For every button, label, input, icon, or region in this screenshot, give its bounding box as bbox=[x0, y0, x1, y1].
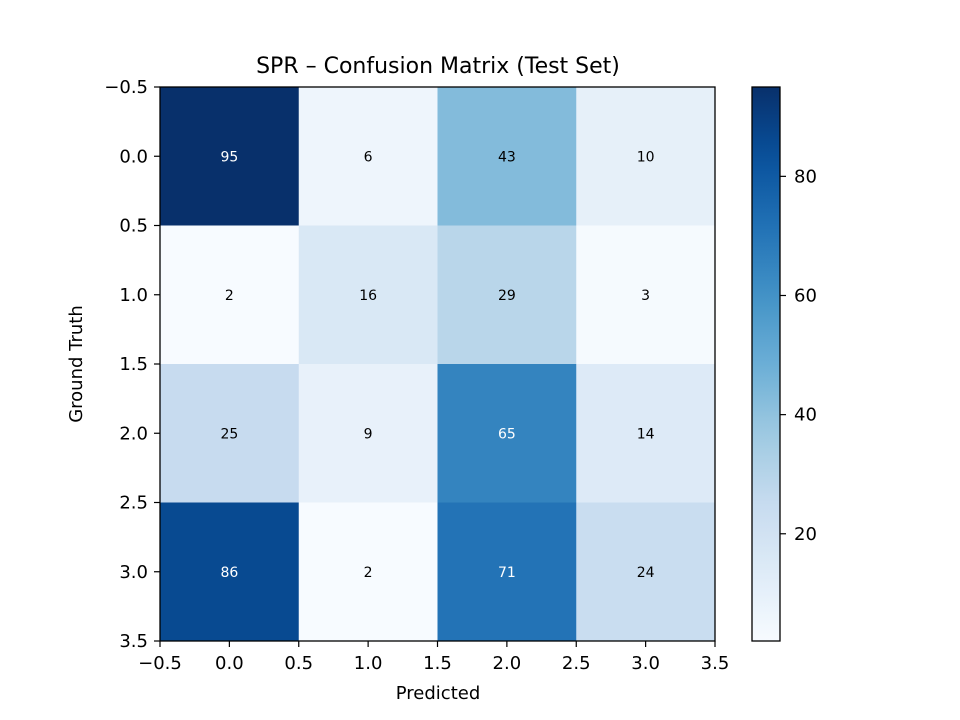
cell-value-label: 86 bbox=[220, 565, 238, 581]
cell-value-label: 65 bbox=[498, 426, 516, 442]
cell-value-label: 14 bbox=[637, 426, 655, 442]
y-tick-label: 1.0 bbox=[119, 285, 148, 306]
x-tick-label: 1.0 bbox=[354, 653, 383, 674]
cell-value-label: 2 bbox=[364, 565, 373, 581]
x-tick-label: 3.0 bbox=[631, 653, 660, 674]
x-tick-label: −0.5 bbox=[138, 653, 182, 674]
y-tick-label: −0.5 bbox=[104, 77, 148, 98]
cell-value-label: 2 bbox=[225, 288, 234, 304]
y-tick-label: 3.0 bbox=[119, 562, 148, 583]
x-tick-label: 0.5 bbox=[284, 653, 313, 674]
heatmap-cell bbox=[576, 502, 716, 642]
cell-value-label: 16 bbox=[359, 288, 377, 304]
x-axis-label: Predicted bbox=[396, 683, 481, 704]
cell-value-label: 3 bbox=[641, 288, 650, 304]
heatmap-cell bbox=[576, 87, 716, 226]
cell-value-label: 9 bbox=[364, 426, 373, 442]
heatmap-cell bbox=[298, 225, 438, 365]
chart-title: SPR – Confusion Matrix (Test Set) bbox=[256, 54, 620, 79]
heatmap-cell bbox=[576, 225, 716, 365]
y-tick-label: 0.0 bbox=[119, 146, 148, 167]
colorbar-ticks: 20 40 60 80 bbox=[780, 166, 817, 545]
y-axis-label: Ground Truth bbox=[66, 305, 87, 423]
cell-value-label: 95 bbox=[220, 149, 238, 165]
y-axis-ticks: −0.5 0.0 0.5 1.0 1.5 2.0 2.5 3.0 3.5 bbox=[104, 77, 160, 652]
cell-value-label: 71 bbox=[498, 565, 516, 581]
y-tick-label: 2.5 bbox=[119, 493, 148, 514]
colorbar-tick-label: 80 bbox=[794, 166, 817, 187]
heatmap-cell bbox=[437, 87, 577, 226]
heatmap-cell bbox=[437, 364, 577, 503]
heatmap-cell bbox=[160, 87, 300, 226]
y-tick-label: 2.0 bbox=[119, 423, 148, 444]
x-tick-label: 3.5 bbox=[701, 653, 730, 674]
x-axis-ticks: −0.5 0.0 0.5 1.0 1.5 2.0 2.5 3.0 3.5 bbox=[138, 641, 729, 674]
colorbar-tick-label: 40 bbox=[794, 405, 817, 426]
colorbar bbox=[751, 86, 781, 642]
cell-value-label: 25 bbox=[220, 426, 238, 442]
heatmap-cells: 95 6 43 10 2 16 29 3 25 9 65 14 86 2 71 24 bbox=[160, 87, 716, 642]
y-tick-label: 1.5 bbox=[119, 354, 148, 375]
heatmap-cell bbox=[437, 502, 577, 642]
cell-value-label: 43 bbox=[498, 149, 516, 165]
x-tick-label: 2.0 bbox=[493, 653, 522, 674]
heatmap-cell bbox=[160, 502, 300, 642]
heatmap-cell bbox=[298, 364, 438, 503]
colorbar-tick-label: 60 bbox=[794, 285, 817, 306]
y-tick-label: 0.5 bbox=[119, 216, 148, 237]
y-tick-label: 3.5 bbox=[119, 631, 148, 652]
heatmap-cell bbox=[298, 502, 438, 642]
cell-value-label: 10 bbox=[637, 149, 655, 165]
x-tick-label: 2.5 bbox=[562, 653, 591, 674]
cell-value-label: 24 bbox=[637, 565, 655, 581]
x-tick-label: 1.5 bbox=[423, 653, 452, 674]
cell-value-label: 6 bbox=[364, 149, 373, 165]
colorbar-tick-label: 20 bbox=[794, 524, 817, 545]
heatmap-cell bbox=[160, 364, 300, 503]
heatmap-cell bbox=[437, 225, 577, 365]
heatmap-cell bbox=[160, 225, 300, 365]
x-tick-label: 0.0 bbox=[215, 653, 244, 674]
cell-value-label: 29 bbox=[498, 288, 516, 304]
heatmap-cell bbox=[576, 364, 716, 503]
heatmap-cell bbox=[298, 87, 438, 226]
